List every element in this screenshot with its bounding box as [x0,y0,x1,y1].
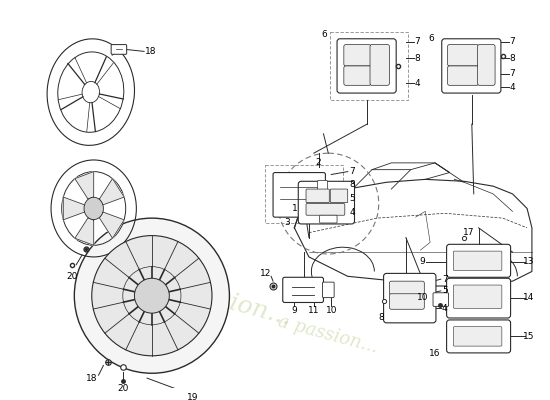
Text: 5: 5 [442,286,448,295]
FancyBboxPatch shape [337,39,396,93]
Text: 8: 8 [510,54,515,63]
Polygon shape [75,218,94,245]
FancyBboxPatch shape [306,204,345,215]
FancyBboxPatch shape [322,282,334,298]
Polygon shape [100,179,124,205]
FancyBboxPatch shape [389,294,424,309]
FancyBboxPatch shape [448,44,478,66]
Text: 11: 11 [308,306,320,315]
Text: 4: 4 [510,83,515,92]
Text: 7: 7 [415,37,420,46]
FancyBboxPatch shape [433,293,449,306]
Text: 4: 4 [350,208,355,217]
Text: 5: 5 [350,194,355,203]
Text: 13: 13 [523,257,535,266]
Text: 9: 9 [292,306,297,315]
Text: 14: 14 [523,293,535,302]
Polygon shape [75,172,94,199]
FancyBboxPatch shape [306,189,329,203]
Circle shape [134,278,169,313]
Text: 7: 7 [350,167,355,176]
Text: 8: 8 [350,180,355,189]
FancyBboxPatch shape [453,327,502,346]
Text: a passion...: a passion... [150,271,294,330]
Text: 18: 18 [145,47,157,56]
FancyBboxPatch shape [447,278,510,318]
Text: 4: 4 [442,304,448,313]
FancyBboxPatch shape [283,277,323,302]
FancyBboxPatch shape [477,44,495,85]
FancyBboxPatch shape [442,39,501,93]
Text: 4: 4 [415,79,420,88]
Text: 2: 2 [316,158,321,167]
Polygon shape [100,212,124,238]
FancyBboxPatch shape [448,66,478,85]
Text: 8: 8 [415,54,420,63]
Text: 20: 20 [67,272,78,281]
Text: 10: 10 [326,306,337,315]
Text: 16: 16 [429,349,441,358]
FancyBboxPatch shape [370,44,389,85]
Text: 7: 7 [442,275,448,284]
FancyBboxPatch shape [318,180,327,194]
Text: 9: 9 [420,257,425,266]
Ellipse shape [84,197,103,220]
Text: 19: 19 [187,393,199,400]
Text: 6: 6 [428,34,434,43]
Text: a passion...: a passion... [276,312,380,356]
FancyBboxPatch shape [447,244,510,277]
Text: 3: 3 [285,218,290,228]
FancyBboxPatch shape [330,189,348,203]
FancyBboxPatch shape [453,285,502,308]
Text: 17: 17 [463,228,475,237]
Text: 8: 8 [379,314,384,322]
Text: 7: 7 [510,37,515,46]
FancyBboxPatch shape [389,281,424,295]
Text: 20: 20 [117,384,129,393]
FancyBboxPatch shape [111,44,126,54]
FancyBboxPatch shape [320,215,337,223]
Text: 15: 15 [523,332,535,341]
FancyBboxPatch shape [273,172,326,217]
Text: 12: 12 [260,269,271,278]
Text: 10: 10 [416,293,428,302]
Polygon shape [63,197,85,220]
Circle shape [92,236,212,356]
Text: 7: 7 [510,69,515,78]
FancyBboxPatch shape [447,320,510,353]
FancyBboxPatch shape [298,181,355,224]
FancyBboxPatch shape [344,44,371,66]
FancyBboxPatch shape [344,66,371,85]
Text: 18: 18 [86,374,97,383]
Circle shape [74,218,229,373]
FancyBboxPatch shape [383,273,436,323]
Text: 1: 1 [292,204,297,213]
FancyBboxPatch shape [453,251,502,270]
Text: 6: 6 [322,30,327,40]
